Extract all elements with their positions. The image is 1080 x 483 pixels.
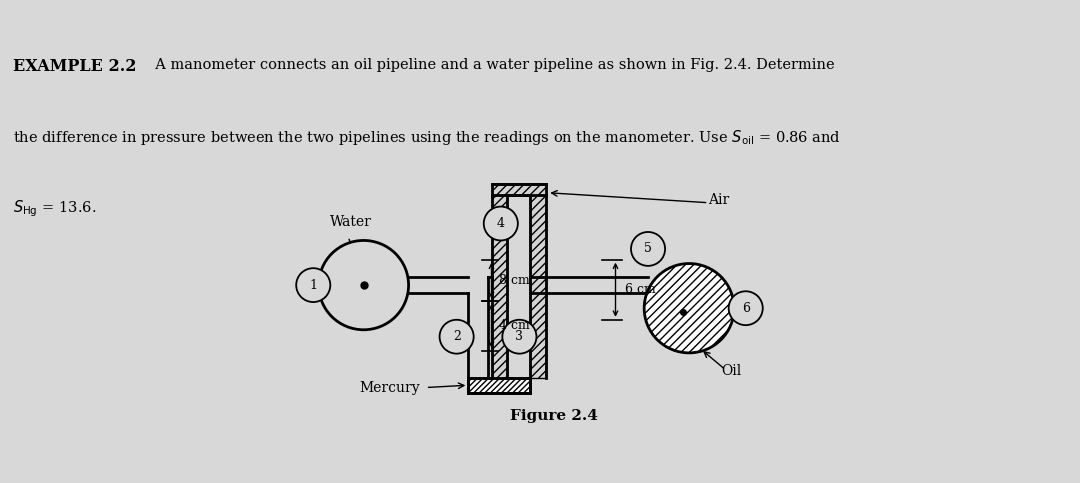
- Text: A manometer connects an oil pipeline and a water pipeline as shown in Fig. 2.4. : A manometer connects an oil pipeline and…: [146, 58, 835, 72]
- Text: 4: 4: [497, 217, 504, 230]
- Bar: [530, 195, 545, 378]
- Text: 1: 1: [309, 279, 318, 292]
- Bar: [469, 378, 530, 393]
- Text: $S_\mathrm{Hg}$ = 13.6.: $S_\mathrm{Hg}$ = 13.6.: [13, 198, 96, 219]
- Circle shape: [296, 268, 330, 302]
- Circle shape: [631, 232, 665, 266]
- Circle shape: [502, 320, 537, 354]
- Text: the difference in pressure between the two pipelines using the readings on the m: the difference in pressure between the t…: [13, 128, 841, 147]
- Circle shape: [644, 264, 734, 353]
- Text: 4 cm: 4 cm: [499, 319, 530, 332]
- Text: 6 cm: 6 cm: [625, 283, 656, 296]
- Text: 3: 3: [515, 330, 524, 343]
- Circle shape: [729, 291, 762, 325]
- Bar: [491, 195, 507, 378]
- Text: 5: 5: [644, 242, 652, 256]
- Circle shape: [440, 320, 474, 354]
- Bar: [491, 184, 545, 195]
- Text: 6: 6: [742, 302, 750, 315]
- Text: Oil: Oil: [721, 364, 741, 378]
- Text: Mercury: Mercury: [360, 381, 420, 395]
- Circle shape: [319, 241, 408, 330]
- Text: EXAMPLE 2.2: EXAMPLE 2.2: [13, 58, 136, 75]
- Circle shape: [484, 207, 517, 241]
- Text: Water: Water: [330, 215, 373, 229]
- Text: 8 cm: 8 cm: [499, 274, 530, 287]
- Text: Figure 2.4: Figure 2.4: [510, 409, 597, 423]
- Text: 2: 2: [453, 330, 460, 343]
- Text: Air: Air: [708, 193, 730, 207]
